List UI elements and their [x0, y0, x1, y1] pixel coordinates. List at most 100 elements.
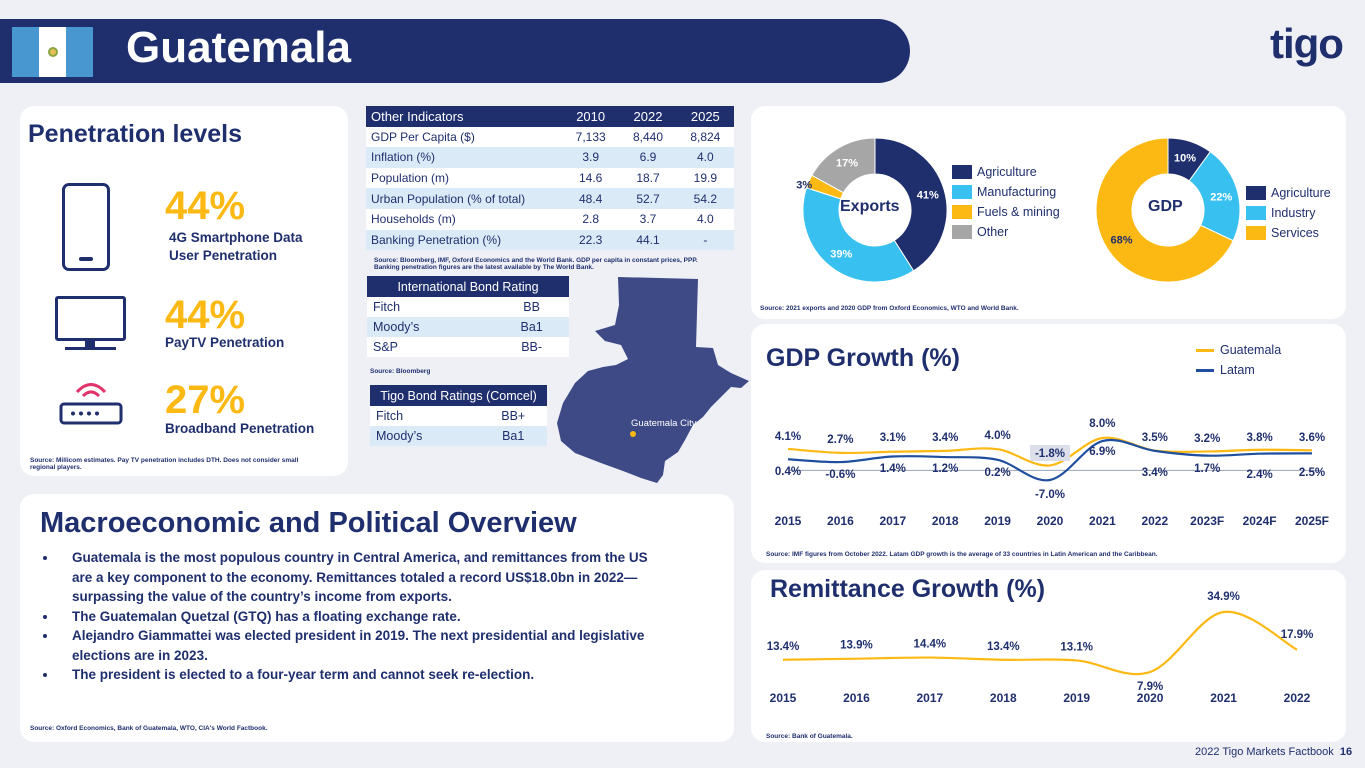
- ind-cell: 6.9: [619, 147, 677, 168]
- ind-cell: Inflation (%): [366, 147, 562, 168]
- data-label: 3.4%: [932, 432, 958, 444]
- ind-header-3: 2025: [676, 106, 734, 127]
- ind-cell: Banking Penetration (%): [366, 229, 562, 251]
- remittance-source: Source: Bank of Guatemala.: [766, 733, 853, 740]
- header-banner: [0, 19, 910, 83]
- penetration-title: Penetration levels: [28, 120, 242, 148]
- pen-value-1: 44%: [165, 184, 246, 228]
- data-label: 1.4%: [880, 463, 906, 475]
- x-tick-label: 2017: [879, 514, 906, 528]
- x-tick-label: 2024F: [1243, 514, 1277, 528]
- legend-label: Other: [977, 225, 1009, 239]
- ind-cell: 3.7: [619, 208, 677, 230]
- data-label: 3.6%: [1299, 432, 1325, 444]
- pie-data-label: 68%: [1111, 234, 1133, 246]
- x-tick-label: 2015: [770, 691, 797, 705]
- ind-header-0: Other Indicators: [366, 106, 562, 127]
- x-tick-label: 2021: [1089, 514, 1116, 528]
- data-label: 13.1%: [1060, 641, 1093, 653]
- page-title: Guatemala: [126, 23, 351, 72]
- x-tick-label: 2019: [1063, 691, 1090, 705]
- ind-cell: Households (m): [366, 208, 562, 230]
- pie-source: Source: 2021 exports and 2020 GDP from O…: [760, 305, 1019, 312]
- footer-text: 2022 Tigo Markets Factbook: [1195, 746, 1334, 758]
- intl-bond-table: International Bond Rating Fitch BB Moody’…: [367, 276, 569, 357]
- data-label: 13.4%: [987, 641, 1020, 653]
- pie-slice-agriculture: [874, 137, 948, 272]
- gdp-growth-title: GDP Growth (%): [766, 344, 960, 372]
- legend-item: Manufacturing: [952, 182, 1060, 202]
- bond-cell: Moody’s: [367, 317, 495, 337]
- footer: 2022 Tigo Markets Factbook 16: [1195, 746, 1352, 758]
- tigo-bond-title: Tigo Bond Ratings (Comcel): [370, 385, 547, 406]
- series-line-latam: [787, 438, 1313, 482]
- pen-label-1: 4G Smartphone Data User Penetration: [169, 230, 303, 264]
- pie-slice-manufacturing: [802, 187, 915, 283]
- data-label: 3.5%: [1142, 432, 1168, 444]
- data-label: 14.4%: [914, 639, 947, 651]
- map-city-label: Guatemala City: [631, 418, 697, 429]
- data-label: 13.9%: [840, 640, 873, 652]
- ind-cell: 4.0: [676, 147, 734, 168]
- bond-cell: Ba1: [479, 426, 547, 446]
- legend-label: Agriculture: [1271, 186, 1331, 200]
- ind-cell: 18.7: [619, 167, 677, 189]
- x-tick-label: 2019: [984, 514, 1011, 528]
- data-label: 3.1%: [880, 432, 906, 444]
- gdp-center-label: GDP: [1148, 198, 1183, 215]
- pen-label-3: Broadband Penetration: [165, 421, 315, 436]
- tigo-bond-table: Tigo Bond Ratings (Comcel) Fitch BB+ Mood…: [370, 385, 547, 446]
- bond-cell: Fitch: [367, 297, 495, 317]
- ind-header-1: 2010: [562, 106, 620, 127]
- table-row: S&P BB-: [367, 337, 569, 357]
- remittance-card: [751, 570, 1346, 742]
- data-label: -1.8%: [1035, 448, 1065, 460]
- legend-item: Latam: [1196, 360, 1281, 380]
- data-label: 1.2%: [932, 463, 958, 475]
- legend-item: Guatemala: [1196, 340, 1281, 360]
- intl-bond-source: Source: Bloomberg: [370, 368, 431, 375]
- data-label: -0.6%: [825, 469, 855, 481]
- x-tick-label: 2023F: [1190, 514, 1224, 528]
- data-label: 17.9%: [1281, 629, 1314, 641]
- legend-label: Fuels & mining: [977, 205, 1060, 219]
- legend-label: Manufacturing: [977, 185, 1057, 199]
- data-label: 8.0%: [1089, 418, 1115, 430]
- data-label-highlight: [1030, 445, 1070, 461]
- indicators-table: Other Indicators 2010 2022 2025 GDP Per …: [366, 106, 734, 251]
- remittance-line-chart: 13.4% 13.9% 14.4% 13.4% 13.1% 7.9% 34.9% 17.9% 2…: [767, 591, 1314, 705]
- pie-data-label: 41%: [917, 190, 939, 202]
- remittance-series-line: [782, 610, 1298, 676]
- gdp-donut-chart: 10% 22% 68%: [1095, 137, 1241, 283]
- ind-cell: 3.9: [562, 147, 620, 168]
- x-tick-label: 2022: [1284, 691, 1311, 705]
- router-icon: [58, 374, 124, 426]
- gdp-growth-legend: Guatemala Latam: [1196, 340, 1281, 380]
- gdp-growth-source: Source: IMF figures from October 2022. L…: [766, 551, 1158, 558]
- pie-slice-other: [811, 137, 876, 194]
- data-label: 7.9%: [1137, 681, 1163, 693]
- x-tick-label: 2015: [775, 514, 802, 528]
- table-row: Households (m) 2.8 3.7 4.0: [366, 208, 734, 230]
- table-row: Inflation (%) 3.9 6.9 4.0: [366, 147, 734, 168]
- overview-source: Source: Oxford Economics, Bank of Guatem…: [30, 725, 268, 732]
- ind-cell: Population (m): [366, 167, 562, 189]
- data-label: 1.7%: [1194, 463, 1220, 475]
- gdp-growth-card: [751, 324, 1346, 563]
- pen-label-2: PayTV Penetration: [165, 335, 285, 350]
- x-tick-label: 2018: [932, 514, 959, 528]
- x-tick-label: 2017: [917, 691, 944, 705]
- bond-cell: Moody’s: [370, 426, 480, 446]
- exports-center-label: Exports: [840, 198, 900, 215]
- data-label: 0.4%: [775, 466, 801, 478]
- data-label: 3.4%: [1142, 467, 1168, 479]
- pie-data-label: 39%: [830, 248, 852, 260]
- data-label: 34.9%: [1207, 591, 1240, 603]
- pie-data-label: 22%: [1210, 191, 1232, 203]
- ind-cell: GDP Per Capita ($): [366, 126, 562, 148]
- data-label: 4.1%: [775, 431, 801, 443]
- bond-cell: BB: [494, 297, 569, 317]
- data-label: 0.2%: [984, 467, 1010, 479]
- guatemala-map: [557, 277, 749, 483]
- legend-label: Agriculture: [977, 165, 1037, 179]
